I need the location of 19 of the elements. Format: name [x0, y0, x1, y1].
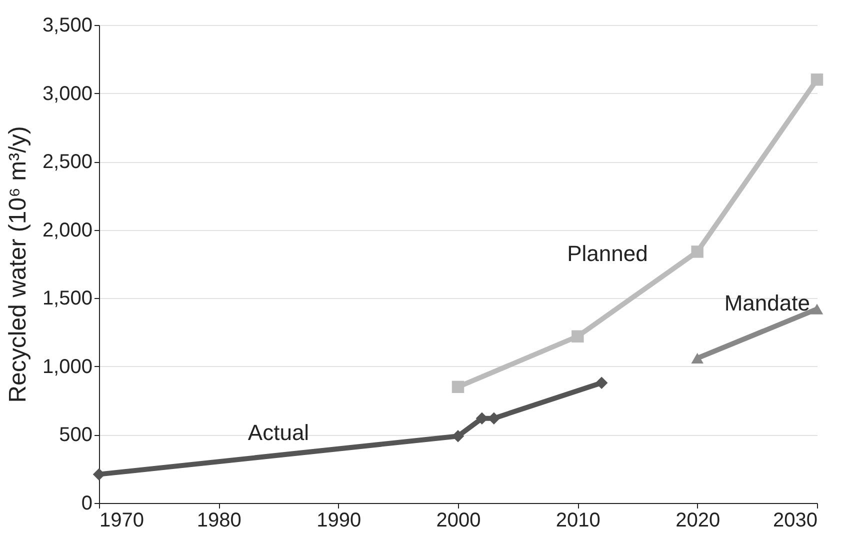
series-label: Planned [567, 241, 648, 266]
y-tick-label: 3,500 [42, 14, 92, 36]
x-tick-label: 1970 [100, 510, 144, 532]
series-label: Mandate [724, 290, 810, 316]
x-tick-label: 1980 [196, 510, 242, 532]
y-tick-label: 0 [81, 492, 92, 514]
x-tick-label: 2000 [436, 510, 481, 532]
x-tick-label: 2010 [556, 510, 600, 532]
y-tick-label: 3,000 [42, 82, 92, 105]
series-label: Actual [248, 420, 310, 446]
y-axis-title: Recycled water (10⁶ m³/y) [4, 126, 32, 403]
x-tick-label: 2030 [773, 510, 818, 532]
x-tick-label: 2020 [676, 510, 720, 532]
y-tick-label: 1,000 [42, 356, 92, 378]
y-tick-label: 2,500 [42, 151, 92, 174]
y-tick-label: 1,500 [42, 288, 92, 310]
x-tick-label: 1990 [316, 510, 362, 532]
y-tick-label: 500 [59, 424, 92, 446]
y-tick-label: 2,000 [42, 219, 92, 242]
